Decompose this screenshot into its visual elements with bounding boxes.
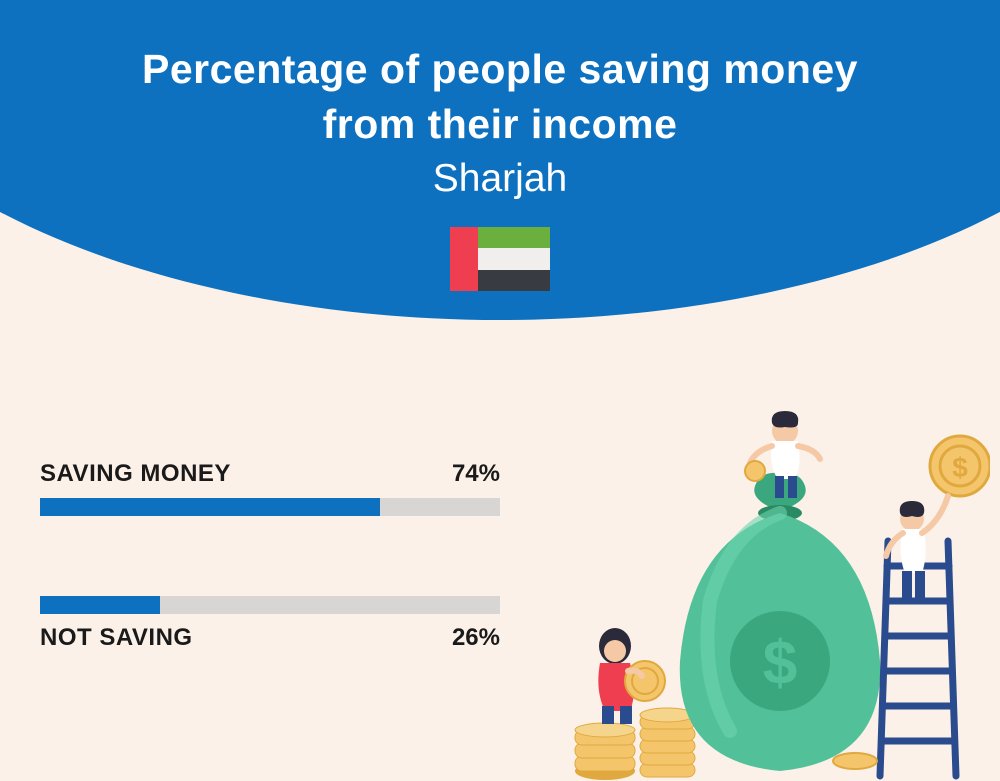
bar-fill-saving: [40, 498, 380, 516]
coin-stack-icon: [575, 708, 695, 780]
coin-icon: [833, 753, 877, 769]
savings-illustration-icon: $ $: [550, 401, 990, 781]
bar-track-saving: [40, 498, 500, 516]
bar-saving: SAVING MONEY 74%: [40, 460, 500, 516]
person-ladder-icon: $: [886, 436, 990, 603]
money-bag-icon: $: [680, 473, 880, 771]
title-line-2: from their income: [0, 97, 1000, 152]
bar-fill-not-saving: [40, 596, 160, 614]
bar-value-not-saving: 26%: [452, 624, 500, 652]
bar-label-not-saving: NOT SAVING: [40, 624, 193, 652]
uae-flag-icon: [450, 227, 550, 291]
svg-text:$: $: [763, 629, 797, 698]
header: Percentage of people saving money from t…: [0, 0, 1000, 296]
title-line-1: Percentage of people saving money: [0, 42, 1000, 97]
bar-not-saving: NOT SAVING 26%: [40, 596, 500, 652]
bar-chart: SAVING MONEY 74% NOT SAVING 26%: [40, 460, 500, 732]
bar-label-saving: SAVING MONEY: [40, 460, 231, 488]
bar-value-saving: 74%: [452, 460, 500, 488]
svg-text:$: $: [952, 452, 968, 483]
subtitle: Sharjah: [0, 157, 1000, 201]
bar-track-not-saving: [40, 596, 500, 614]
